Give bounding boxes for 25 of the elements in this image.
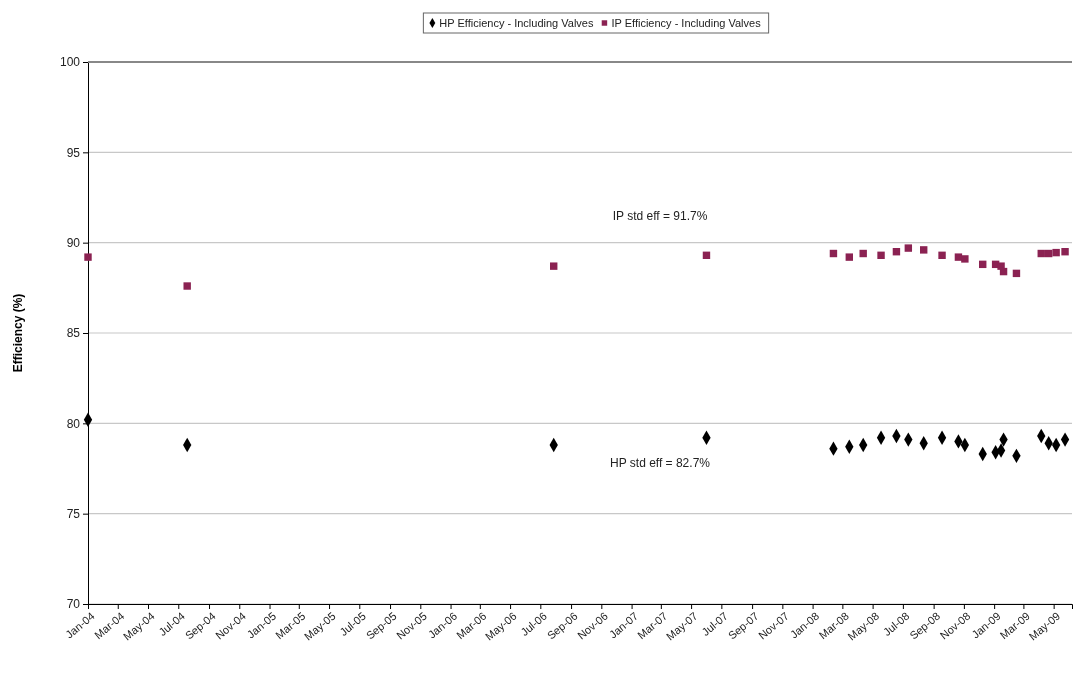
point bbox=[183, 282, 191, 290]
y-tick-label: 100 bbox=[59, 55, 81, 70]
point bbox=[920, 246, 928, 254]
y-tick-label: 70 bbox=[66, 597, 81, 612]
point bbox=[904, 244, 913, 252]
point bbox=[954, 253, 963, 261]
point bbox=[1061, 247, 1069, 256]
point bbox=[845, 253, 854, 261]
point bbox=[84, 253, 92, 261]
y-tick-label: 75 bbox=[66, 507, 81, 522]
point bbox=[938, 251, 946, 260]
y-tick-label: 85 bbox=[66, 326, 81, 341]
y-tick-label: 90 bbox=[66, 236, 81, 251]
point bbox=[961, 255, 969, 263]
point bbox=[877, 251, 885, 260]
annotation: HP std eff = 82.7% bbox=[610, 456, 711, 470]
point bbox=[859, 249, 867, 258]
legend-label: IP Efficiency - Including Valves bbox=[611, 17, 762, 29]
y-tick-label: 80 bbox=[66, 416, 81, 431]
point bbox=[550, 262, 558, 270]
annotation: IP std eff = 91.7% bbox=[612, 209, 708, 223]
point bbox=[1052, 248, 1060, 257]
y-tick-label: 95 bbox=[66, 145, 81, 160]
legend-label: HP Efficiency - Including Valves bbox=[439, 17, 594, 29]
y-axis-title: Efficiency (%) bbox=[11, 293, 25, 373]
